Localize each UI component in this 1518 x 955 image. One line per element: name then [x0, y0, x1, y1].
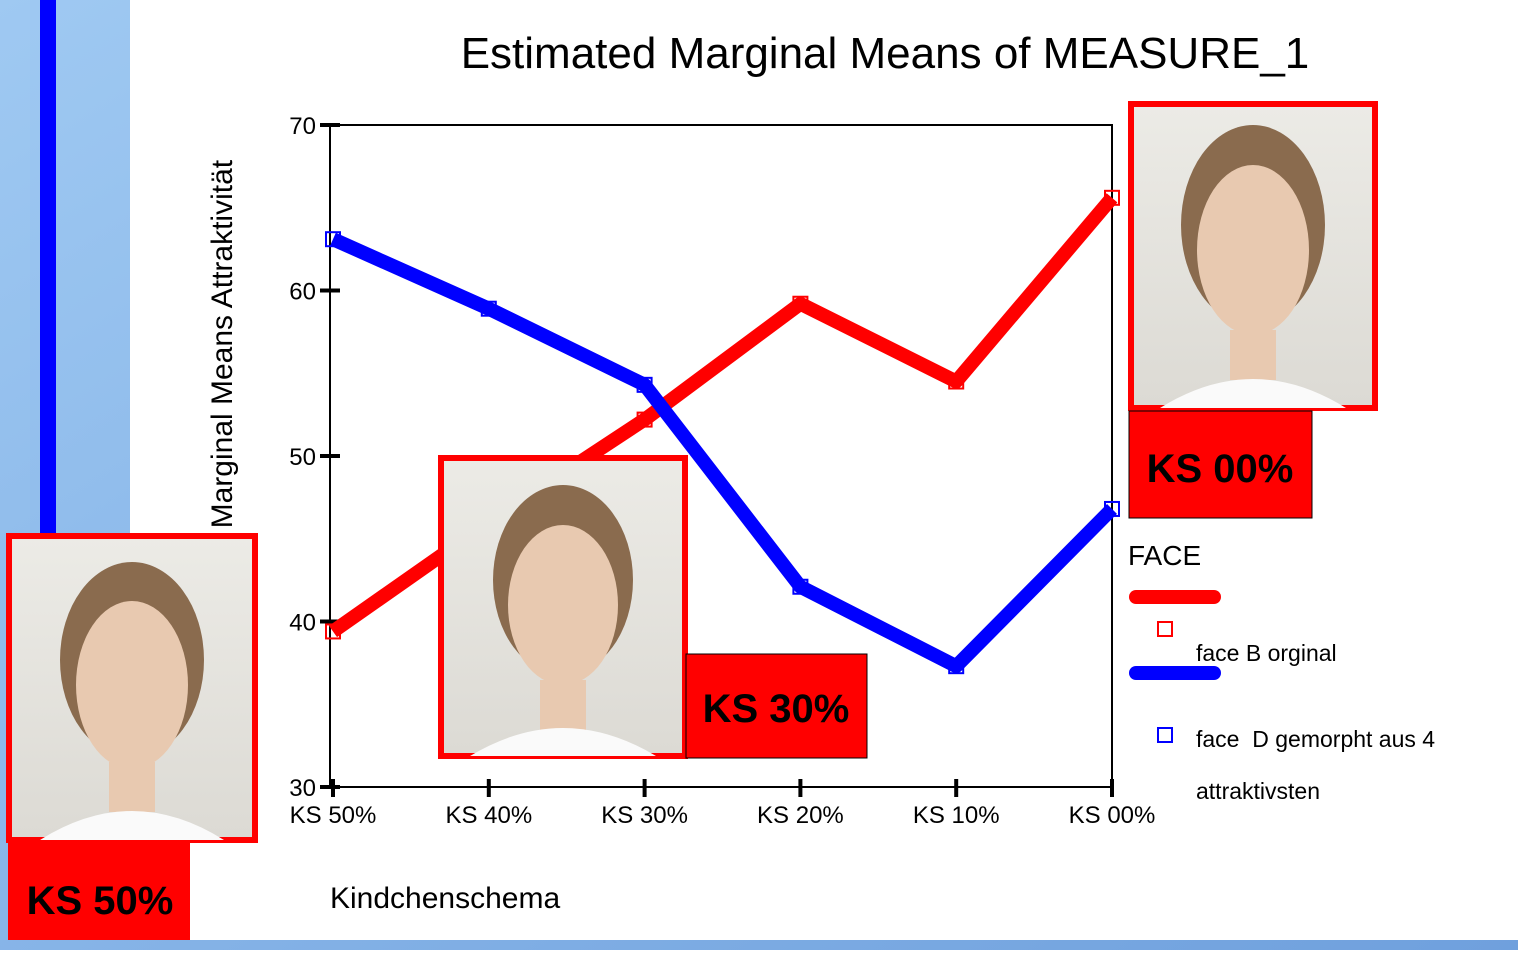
legend-label: face B orginal — [1196, 627, 1496, 679]
x-tick-label: KS 20% — [757, 802, 844, 829]
accent-bar — [40, 0, 56, 535]
face-label: KS 00% — [1147, 447, 1294, 491]
y-tick-label: 40 — [289, 610, 316, 637]
x-tick-label: KS 50% — [290, 802, 377, 829]
y-tick-label: 50 — [289, 444, 316, 471]
x-tick-label: KS 40% — [445, 802, 532, 829]
legend-label-box: face D gemorpht aus 4 attraktivsten — [1196, 713, 1511, 813]
chart-title: Estimated Marginal Means of MEASURE_1 — [461, 29, 1310, 78]
x-tick-label: KS 10% — [913, 802, 1000, 829]
y-tick-label: 70 — [289, 113, 316, 140]
x-tick-label: KS 00% — [1069, 802, 1156, 829]
legend-label-box: face B orginal — [1196, 627, 1511, 727]
face-image — [441, 458, 685, 756]
face-image — [9, 536, 255, 840]
face-label: KS 30% — [703, 687, 850, 731]
face-image — [1131, 104, 1375, 408]
legend-label: face D gemorpht aus 4 attraktivsten — [1196, 713, 1501, 813]
y-tick-label: 60 — [289, 279, 316, 306]
slide: Estimated Marginal Means of MEASURE_1 Es… — [0, 0, 1518, 950]
legend-title: FACE — [1128, 540, 1201, 571]
x-axis-label: Kindchenschema — [330, 882, 560, 915]
face-label: KS 50% — [27, 879, 174, 923]
x-tick-label: KS 30% — [601, 802, 688, 829]
page: Estimated Marginal Means of MEASURE_1 Es… — [0, 0, 1518, 950]
y-tick-label: 30 — [289, 775, 316, 802]
